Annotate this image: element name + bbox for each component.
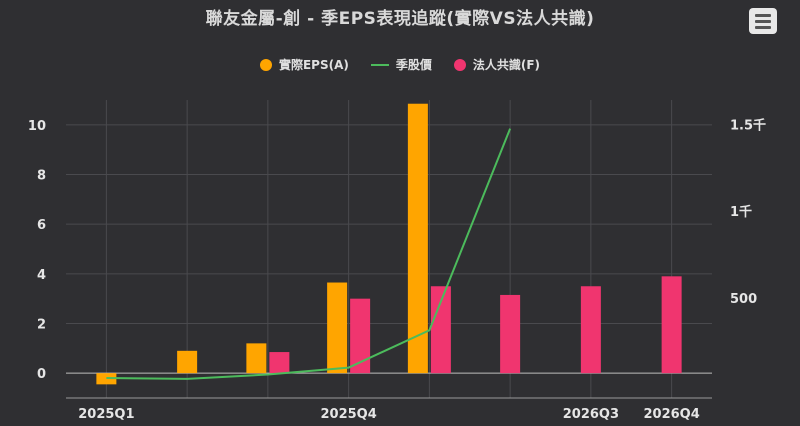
bar-actual-eps	[177, 350, 198, 374]
bar-consensus-eps	[350, 298, 371, 374]
x-tick-label: 2025Q1	[78, 407, 134, 422]
y-left-tick-label: 8	[37, 169, 46, 184]
legend-dot-actual-icon	[259, 58, 272, 71]
y-left-tick-label: 6	[37, 218, 46, 233]
legend-label-price: 季股價	[395, 58, 432, 72]
price-line	[106, 128, 512, 380]
y-right-tick-label: 1.5千	[730, 117, 766, 133]
bar-actual-eps	[407, 103, 428, 374]
y-right-tick-label: 1千	[730, 204, 752, 220]
x-tick-label: 2026Q4	[643, 407, 699, 422]
bar-consensus-eps	[661, 276, 682, 374]
legend: 實際EPS(A) 季股價 法人共識(F)	[0, 56, 800, 73]
y-right-tick-label: 500	[730, 292, 757, 307]
bar-actual-eps	[246, 343, 267, 374]
bar-consensus-eps	[269, 352, 290, 374]
chart-title: 聯友金屬-創 - 季EPS表現追蹤(實際VS法人共識)	[205, 9, 595, 29]
y-left-tick-label: 2	[37, 318, 46, 333]
y-left-tick-label: 4	[37, 268, 46, 283]
legend-item-consensus[interactable]: 法人共識(F)	[453, 56, 541, 73]
legend-item-price[interactable]: 季股價	[370, 56, 432, 73]
bar-consensus-eps	[580, 286, 601, 374]
y-left-tick-label: 0	[37, 367, 46, 382]
bar-consensus-eps	[430, 286, 451, 374]
bar-consensus-eps	[500, 294, 521, 374]
legend-item-actual[interactable]: 實際EPS(A)	[259, 56, 349, 73]
bar-actual-eps	[327, 282, 348, 374]
hamburger-menu-icon[interactable]	[749, 8, 777, 34]
legend-dot-consensus-icon	[453, 58, 466, 71]
legend-line-price-icon	[370, 63, 389, 66]
legend-label-consensus: 法人共識(F)	[472, 58, 541, 72]
legend-label-actual: 實際EPS(A)	[278, 58, 349, 72]
x-tick-label: 2026Q3	[563, 407, 619, 422]
y-left-tick-label: 10	[28, 119, 46, 134]
x-tick-label: 2025Q4	[320, 407, 376, 422]
